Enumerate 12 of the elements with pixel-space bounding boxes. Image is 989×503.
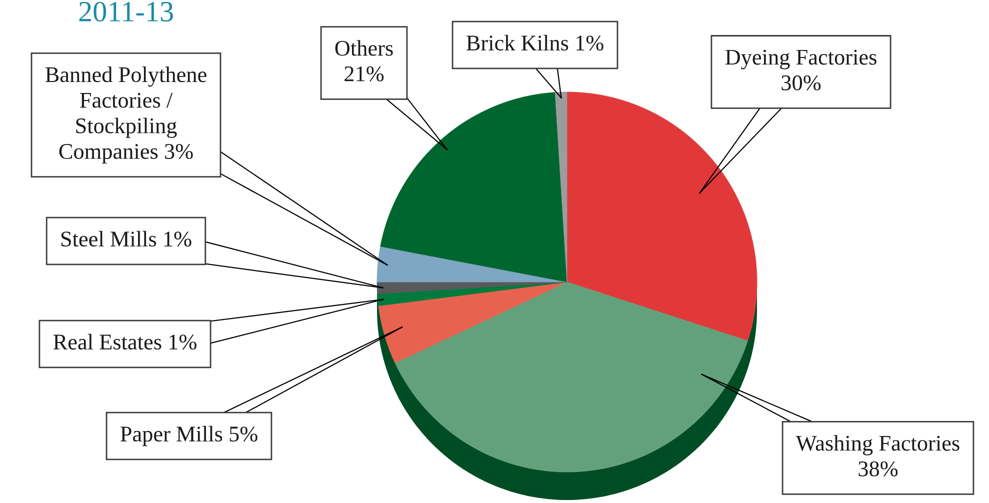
slice-label: Real Estates 1% <box>53 334 196 350</box>
data-label: 38% <box>858 461 898 476</box>
slice-label: Dyeing Factories <box>725 50 876 70</box>
slice-label: Paper Mills 5% <box>120 426 258 446</box>
data-label: 30% <box>782 75 821 90</box>
slice-label: Steel Mills 1% <box>61 230 192 247</box>
slice-label: Washing Factories <box>796 435 960 456</box>
chart-title: 2011-13 <box>79 2 173 22</box>
slice-label: Banned Polythene Factories / Stockpiling Companies 3% <box>45 66 206 164</box>
slice-label: Brick Kilns 1% <box>466 34 604 51</box>
slice-label: Others <box>335 40 393 56</box>
data-label: 21% <box>344 66 384 82</box>
